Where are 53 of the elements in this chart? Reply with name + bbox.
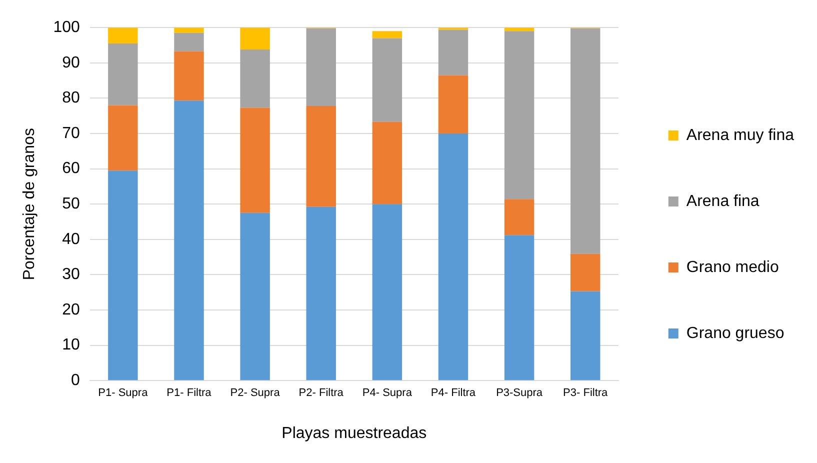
y-tick-label: 50 — [62, 196, 80, 213]
bar — [570, 291, 600, 380]
bar — [306, 28, 336, 106]
bar — [372, 204, 402, 380]
y-tick-label: 100 — [53, 19, 80, 36]
bar — [504, 199, 534, 236]
bar — [438, 75, 468, 134]
x-axis-title: Playas muestreadas — [282, 424, 427, 442]
legend-label: Grano medio — [686, 258, 779, 276]
bar — [438, 30, 468, 76]
bar — [240, 108, 270, 213]
y-tick-label: 0 — [70, 372, 80, 390]
y-tick-label: 70 — [62, 124, 80, 142]
x-tick-label: P4- Filtra — [430, 387, 476, 400]
x-tick-label: P1- Supra — [98, 387, 149, 400]
y-tick-label: 10 — [62, 336, 80, 354]
bar — [570, 254, 600, 292]
x-tick-label: P1- Filtra — [166, 387, 212, 400]
x-tick-label: P4- Supra — [362, 387, 413, 400]
bar — [306, 106, 336, 207]
x-tick-label: P3- Filtra — [563, 387, 609, 400]
y-tick-label: 60 — [62, 160, 80, 178]
y-axis-title: Porcentaje de granos — [21, 128, 38, 280]
y-tick-label: 40 — [62, 230, 80, 248]
legend-label: Arena muy fina — [686, 126, 794, 144]
y-tick-label: 80 — [62, 90, 80, 107]
bar — [174, 28, 204, 33]
bar — [570, 28, 600, 254]
bar — [372, 31, 402, 38]
bar — [108, 43, 138, 106]
x-tick-label: P2- Filtra — [298, 387, 344, 400]
bar — [240, 212, 270, 380]
bar — [108, 170, 138, 380]
bar — [174, 100, 204, 380]
legend-label: Arena fina — [686, 192, 760, 210]
bar — [438, 134, 468, 380]
bar — [108, 28, 138, 44]
bar — [174, 51, 204, 101]
bar — [372, 122, 402, 204]
y-tick-label: 20 — [62, 301, 80, 318]
bar — [504, 235, 534, 380]
bar — [108, 105, 138, 171]
bar — [372, 38, 402, 122]
x-tick-label: P2- Supra — [230, 387, 281, 400]
bar — [504, 31, 534, 200]
y-tick-label: 30 — [62, 266, 80, 284]
legend-label: Grano grueso — [686, 324, 784, 342]
y-tick-label: 90 — [62, 54, 80, 72]
bar — [240, 28, 270, 50]
bar — [240, 49, 270, 108]
bar — [306, 206, 336, 380]
x-tick-label: P3-Supra — [496, 387, 544, 400]
bar — [174, 32, 204, 52]
